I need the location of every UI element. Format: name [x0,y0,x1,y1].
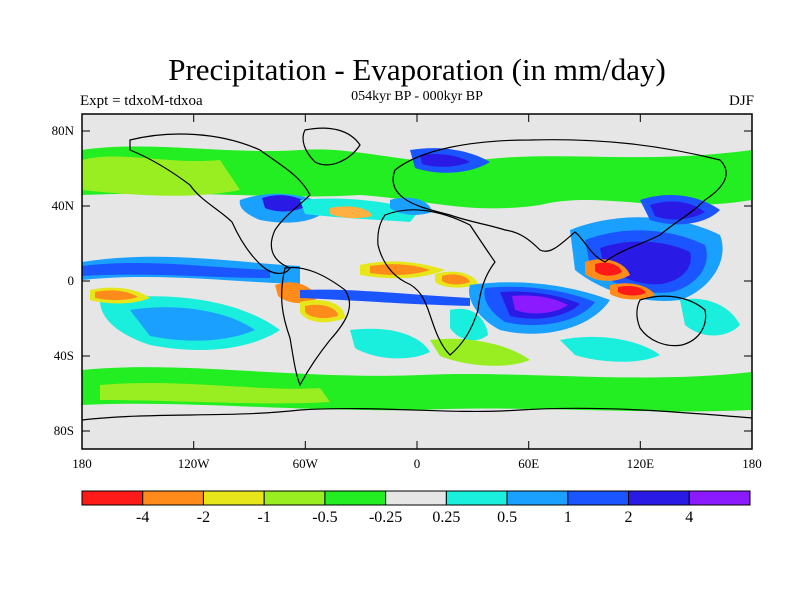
field-region [650,201,705,220]
field-region [330,206,372,219]
colorbar-swatch [142,490,204,506]
y-tick-label: 40N [51,198,74,213]
field-region [82,156,240,196]
field-region [442,274,470,285]
field-region [100,383,330,404]
field-region [300,289,470,306]
colorbar-label: -1 [257,509,271,526]
field-region [262,195,310,212]
field-region [305,304,338,319]
coastline-south-america [281,266,351,387]
coastline-north-america [129,133,311,274]
colorbar-label: -0.5 [312,509,338,526]
coastline-antarctica [82,407,752,421]
colorbar-swatch [324,490,387,506]
experiment-label: Expt = tdxoM-tdxoa [80,93,203,109]
colorbar-swatch [567,490,630,506]
x-tick-label: 60E [518,456,540,471]
colorbar-label: 1 [563,509,572,526]
x-tick-label: 60W [292,456,318,471]
coastline-africa [377,209,496,356]
colorbar [81,490,751,506]
colorbar-label: -4 [136,509,150,526]
colorbar-swatch [688,490,751,506]
field-region [450,308,488,341]
colorbar-label: 4 [685,509,694,526]
colorbar-swatch [202,490,265,506]
x-tick-label: 120E [626,456,655,471]
field-region [618,285,646,296]
y-tick-label: 40S [53,348,74,363]
field-region [512,295,568,314]
x-tick-label: 180 [742,456,762,471]
x-tick-label: 120W [177,456,210,471]
coastline-greenland [302,127,361,166]
season-label: DJF [728,93,754,109]
map-title: Precipitation - Evaporation (in mm/day) [168,52,666,87]
colorbar-swatch [445,490,508,506]
colorbar-swatch [263,490,326,506]
field-region [82,262,270,278]
field-region [430,338,530,366]
y-tick-label: 80N [51,123,74,138]
field-region [130,307,255,341]
y-tick-label: 0 [67,273,75,288]
colorbar-label: 2 [624,509,633,526]
field-region [680,298,740,336]
field-layer [82,146,752,412]
colorbar-label: 0.5 [497,509,518,526]
colorbar-label: 0.25 [432,509,461,526]
coastline-australia [636,295,707,347]
field-region [350,328,430,359]
colorbar-swatch [506,490,569,506]
field-region [595,262,622,276]
colorbar-swatch [628,490,690,506]
coastline-europe-asia [392,139,727,263]
colorbar-label: -2 [196,509,211,526]
x-tick-label: 180 [72,456,92,471]
coastlines [82,127,752,421]
colorbar-swatch [385,490,447,506]
map-subtitle: 054kyr BP - 000kyr BP [351,89,483,104]
axis-ticks [82,114,752,449]
y-tick-label: 80S [53,423,74,438]
field-region [82,146,752,209]
colorbar-label: -0.25 [368,509,403,526]
field-region [95,290,138,301]
field-region [370,264,430,275]
x-tick-label: 0 [413,456,421,471]
field-region [560,336,660,362]
colorbar-swatch [81,490,144,506]
field-region [420,153,470,167]
